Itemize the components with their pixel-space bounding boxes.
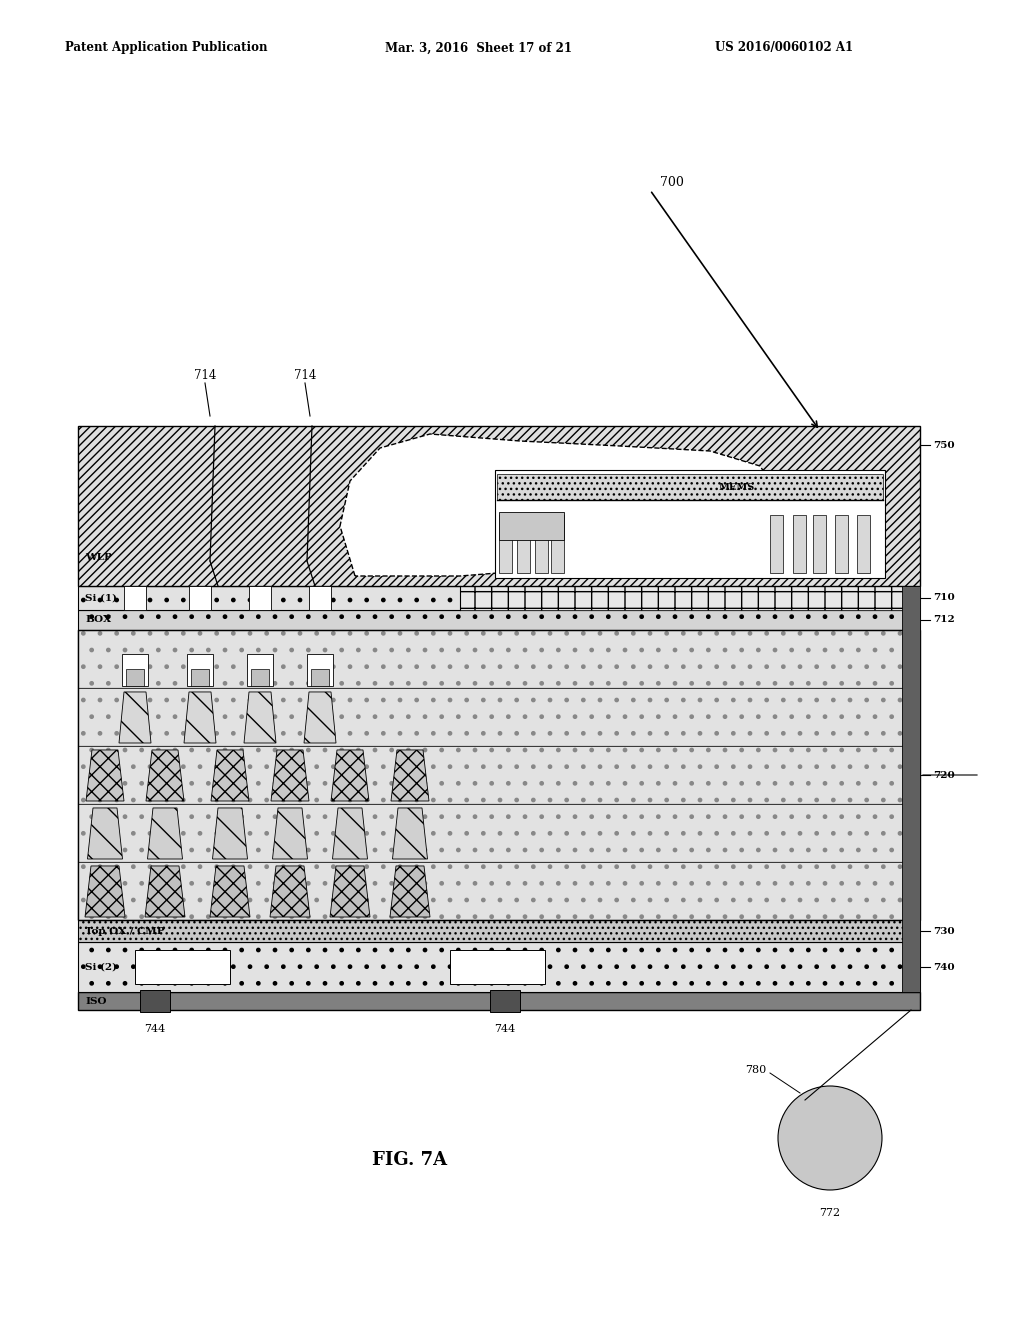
Polygon shape	[145, 866, 185, 917]
Text: 714: 714	[294, 370, 316, 383]
Polygon shape	[146, 750, 184, 801]
Bar	[311, 669, 329, 686]
Bar	[78, 862, 920, 920]
Bar	[135, 950, 230, 983]
Text: 744: 744	[144, 1024, 166, 1034]
Polygon shape	[213, 808, 248, 859]
Polygon shape	[330, 866, 370, 917]
Bar	[551, 515, 564, 573]
Polygon shape	[304, 692, 336, 743]
Text: 714: 714	[194, 370, 216, 383]
Bar	[78, 586, 920, 610]
Polygon shape	[87, 808, 123, 859]
Text: BOX: BOX	[85, 615, 111, 624]
Text: 720: 720	[933, 771, 954, 780]
Bar	[78, 630, 920, 688]
Bar	[78, 920, 920, 942]
Text: 730: 730	[933, 927, 954, 936]
Bar	[78, 426, 920, 586]
Bar	[793, 515, 806, 573]
Bar	[813, 515, 826, 573]
Polygon shape	[340, 434, 780, 576]
Bar	[450, 950, 545, 983]
Bar	[490, 990, 520, 1012]
Bar	[78, 610, 920, 630]
Bar	[189, 586, 211, 610]
Bar	[251, 669, 269, 686]
Polygon shape	[85, 866, 125, 917]
Bar	[140, 990, 170, 1012]
Polygon shape	[270, 866, 310, 917]
Bar	[495, 470, 885, 578]
Bar	[78, 942, 920, 993]
Circle shape	[778, 1086, 882, 1191]
Polygon shape	[184, 692, 216, 743]
Text: 780: 780	[745, 1065, 766, 1074]
Bar	[187, 655, 213, 686]
Polygon shape	[244, 692, 276, 743]
Bar	[857, 515, 870, 573]
Bar	[835, 515, 848, 573]
Text: 744: 744	[495, 1024, 516, 1034]
Text: Si (2): Si (2)	[85, 962, 117, 972]
Polygon shape	[271, 750, 309, 801]
Bar	[770, 515, 783, 573]
Bar	[307, 655, 333, 686]
Text: WLP: WLP	[85, 553, 112, 562]
Bar	[249, 586, 271, 610]
Polygon shape	[211, 750, 249, 801]
Bar	[122, 655, 148, 686]
Text: MEMS: MEMS	[719, 483, 755, 491]
Text: 710: 710	[933, 594, 954, 602]
Polygon shape	[119, 692, 151, 743]
Polygon shape	[392, 808, 427, 859]
Text: 712: 712	[933, 615, 954, 624]
Bar	[126, 669, 144, 686]
Text: 700: 700	[660, 176, 684, 189]
Bar	[460, 586, 920, 610]
Polygon shape	[390, 866, 430, 917]
Bar	[499, 512, 564, 540]
Polygon shape	[272, 808, 307, 859]
Bar	[499, 515, 512, 573]
Bar	[78, 993, 920, 1010]
Text: 772: 772	[819, 1208, 841, 1218]
Polygon shape	[147, 808, 182, 859]
Text: US 2016/0060102 A1: US 2016/0060102 A1	[715, 41, 853, 54]
Text: Mar. 3, 2016  Sheet 17 of 21: Mar. 3, 2016 Sheet 17 of 21	[385, 41, 572, 54]
Polygon shape	[391, 750, 429, 801]
Bar	[902, 586, 920, 993]
Polygon shape	[86, 750, 124, 801]
Bar	[247, 655, 273, 686]
Bar	[535, 515, 548, 573]
Text: FIG. 7A: FIG. 7A	[373, 1151, 447, 1170]
Text: 790: 790	[633, 552, 653, 561]
Text: ISO: ISO	[85, 997, 106, 1006]
Polygon shape	[333, 808, 368, 859]
Text: Si (1): Si (1)	[85, 594, 117, 602]
Bar	[517, 515, 530, 573]
Bar	[78, 630, 920, 920]
Bar	[78, 804, 920, 862]
Text: 740: 740	[933, 962, 954, 972]
Text: 750: 750	[933, 441, 954, 450]
Bar	[497, 474, 883, 500]
Bar	[78, 688, 920, 746]
Text: Patent Application Publication: Patent Application Publication	[65, 41, 267, 54]
Bar	[191, 669, 209, 686]
Bar	[124, 586, 146, 610]
Bar	[78, 746, 920, 804]
Polygon shape	[331, 750, 369, 801]
Text: Top OX / CMP: Top OX / CMP	[85, 927, 165, 936]
Bar	[309, 586, 331, 610]
Polygon shape	[210, 866, 250, 917]
